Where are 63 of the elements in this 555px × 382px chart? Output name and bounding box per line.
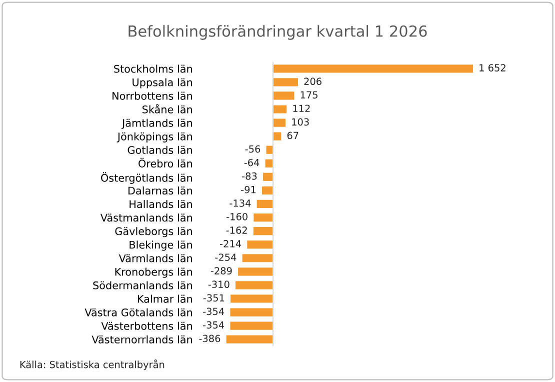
bar	[273, 78, 298, 86]
y-tick-label: Västerbottens län	[101, 322, 192, 330]
bar	[273, 105, 287, 114]
bar	[262, 186, 274, 195]
bar	[273, 132, 282, 140]
data-label: -254	[215, 254, 236, 261]
bar	[226, 335, 274, 344]
y-tick-label: Gotlands län	[128, 146, 192, 154]
data-label: -160	[226, 212, 248, 220]
data-label: -386	[199, 334, 220, 342]
y-tick-label: Östergötlands län	[101, 172, 192, 184]
y-tick-label: Blekinge län	[130, 240, 192, 251]
y-tick-label: Värmlands län	[118, 254, 192, 262]
chart-title: Befolkningsförändringar kvartal 1 2026	[128, 25, 427, 40]
bar	[247, 240, 274, 249]
data-label: -83	[242, 172, 257, 180]
data-label: -354	[203, 321, 224, 329]
bar	[236, 281, 274, 290]
data-label: 1 652	[480, 64, 506, 72]
y-tick-label: Stockholms län	[114, 64, 192, 73]
y-tick-label: Kalmar län	[138, 294, 192, 303]
data-label: -310	[208, 280, 230, 288]
data-label: -214	[220, 240, 242, 248]
data-label: 206	[304, 78, 322, 86]
bar	[242, 254, 274, 262]
text: Källa: Statistiska centralbyrån	[20, 360, 164, 370]
y-tick-label: Hallands län	[130, 200, 192, 208]
data-label: -162	[226, 226, 247, 234]
bar	[273, 92, 294, 100]
bar	[253, 226, 274, 236]
bar	[238, 268, 274, 276]
data-label: 103	[292, 118, 309, 126]
data-label: -134	[230, 199, 251, 207]
y-tick-label: Gävleborgs län	[115, 227, 192, 238]
data-label: -64	[244, 158, 260, 166]
data-label: 175	[300, 91, 318, 99]
bar	[254, 213, 274, 222]
y-tick-label: Örebro län	[138, 158, 192, 168]
bar	[230, 322, 274, 330]
y-tick-label: Skåne län	[142, 104, 192, 114]
bar	[230, 294, 274, 303]
bar	[262, 172, 274, 181]
y-tick-label: Uppsala län	[132, 78, 192, 88]
data-label: 112	[293, 104, 310, 112]
bar	[230, 308, 274, 316]
y-tick-label: Jämtlands län	[122, 118, 192, 129]
data-label: -91	[241, 186, 256, 194]
bar	[273, 118, 286, 127]
data-label: -289	[210, 267, 232, 274]
y-tick-label: Västernorrlands län	[92, 335, 192, 344]
data-label: 67	[287, 132, 298, 140]
data-label: -351	[203, 294, 224, 302]
bar	[273, 64, 473, 73]
y-tick-label: Västmanlands län	[100, 214, 192, 222]
data-label: -56	[245, 145, 260, 153]
data-label: -354	[203, 308, 224, 316]
y-tick-label: Norrbottens län	[112, 92, 192, 100]
y-tick-label: Södermanlands län	[93, 281, 192, 290]
y-tick-label: Kronobergs län	[115, 268, 192, 278]
bar	[256, 200, 274, 208]
y-tick-label: Västra Götalands län	[84, 308, 192, 316]
y-tick-label: Jönköpings län	[116, 132, 192, 142]
y-tick-label: Dalarnas län	[128, 186, 192, 195]
